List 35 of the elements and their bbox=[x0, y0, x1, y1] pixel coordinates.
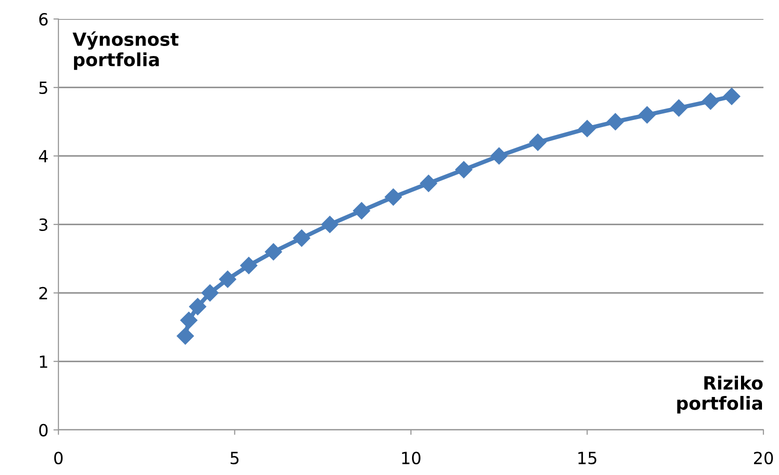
y-tick-label: 3 bbox=[39, 218, 48, 232]
point bbox=[240, 256, 258, 274]
point bbox=[638, 106, 656, 124]
point bbox=[264, 243, 282, 260]
point bbox=[670, 99, 688, 117]
point bbox=[176, 328, 194, 345]
point bbox=[529, 134, 546, 151]
point bbox=[723, 88, 740, 105]
point bbox=[180, 312, 198, 329]
x-tick-label: 10 bbox=[402, 452, 420, 464]
y-tick-label: 4 bbox=[38, 150, 48, 162]
y-tick-label: 0 bbox=[39, 424, 48, 436]
point bbox=[353, 202, 370, 220]
point bbox=[219, 270, 236, 288]
x-tick-label: 15 bbox=[578, 452, 596, 464]
x-tick-label: 5 bbox=[230, 452, 239, 464]
y-tick-label: 1 bbox=[40, 356, 48, 368]
point bbox=[293, 230, 310, 247]
point bbox=[578, 120, 596, 138]
y-tick-label: 2 bbox=[39, 286, 48, 300]
x-tick-label: 0 bbox=[54, 452, 63, 464]
point bbox=[384, 188, 402, 206]
point bbox=[201, 284, 219, 302]
x-tick-label: 20 bbox=[754, 452, 773, 464]
point bbox=[321, 216, 338, 233]
point bbox=[189, 298, 206, 316]
y-tick-label: 5 bbox=[39, 82, 48, 94]
point bbox=[702, 92, 720, 110]
y-tick-label: 6 bbox=[39, 12, 48, 26]
point bbox=[420, 174, 438, 192]
point bbox=[455, 161, 472, 178]
y-axis-title: Výnosnost portfolia bbox=[72, 31, 178, 70]
x-axis-title: Riziko portfolia bbox=[677, 376, 763, 414]
point bbox=[606, 113, 624, 130]
point bbox=[490, 147, 508, 165]
